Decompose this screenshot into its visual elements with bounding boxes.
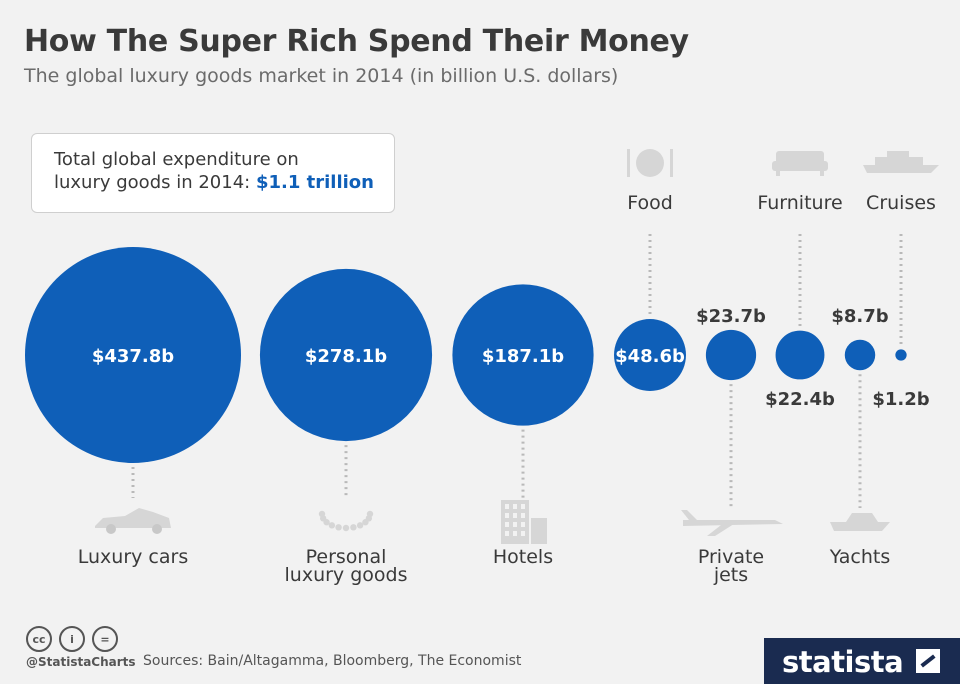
bubble-luxury-cars (25, 247, 241, 463)
hotel-icon (501, 500, 547, 544)
yacht-icon (830, 513, 890, 531)
necklace-icon (318, 510, 374, 532)
license-icons: cc i = (26, 626, 118, 652)
statista-logo[interactable]: statista (764, 638, 960, 684)
twitter-handle: @StatistaCharts (26, 655, 136, 669)
total-text-line1: Total global expenditure on (54, 149, 299, 170)
bubble-furniture (775, 330, 825, 380)
brand-name: statista (782, 645, 904, 679)
chart-title: How The Super Rich Spend Their Money (24, 24, 689, 59)
bubble-personal-luxury-goods (259, 268, 433, 442)
statista-mark-icon (916, 649, 940, 673)
cc-icon: cc (26, 626, 52, 652)
category-label-personal-luxury-goods-line2: luxury goods (285, 564, 408, 586)
category-label-personal-luxury-goods-line1: Personal (306, 546, 387, 568)
category-label-yachts: Yachts (829, 546, 890, 568)
jet-icon (681, 510, 783, 536)
total-amount: $1.1 trillion (255, 172, 374, 193)
total-text-line2: luxury goods in 2014: (54, 172, 256, 193)
category-label-private-jets-line1: Private (698, 546, 764, 568)
chart-subtitle: The global luxury goods market in 2014 (… (24, 65, 619, 87)
category-label-private-jets-line2: jets (713, 564, 748, 586)
total-expenditure-box: Total global expenditure on luxury goods… (31, 133, 395, 213)
bubble-hotels (452, 284, 594, 426)
bubble-yachts (844, 339, 876, 371)
sofa-icon (772, 151, 828, 176)
value-label-personal-luxury-goods: $278.1b (305, 346, 387, 367)
value-label-food: $48.6b (615, 346, 685, 367)
bubble-food (614, 319, 686, 391)
category-label-hotels: Hotels (493, 546, 553, 568)
sources-note: Sources: Bain/Altagamma, Bloomberg, The … (143, 653, 522, 669)
value-label-private-jets: $23.7b (696, 306, 766, 327)
value-label-luxury-cars: $437.8b (92, 346, 174, 367)
nd-icon: = (92, 626, 118, 652)
bubble-cruises (895, 349, 907, 361)
category-label-luxury-cars: Luxury cars (78, 546, 188, 568)
car-icon (95, 508, 171, 534)
category-label-cruises: Cruises (866, 192, 936, 214)
by-icon: i (59, 626, 85, 652)
value-label-furniture: $22.4b (765, 389, 835, 410)
value-label-cruises: $1.2b (872, 389, 929, 410)
value-label-hotels: $187.1b (482, 346, 564, 367)
plate-icon (627, 149, 673, 177)
cruise-ship-icon (863, 151, 939, 173)
category-label-furniture: Furniture (757, 192, 842, 214)
bubble-private-jets (705, 329, 757, 381)
value-label-yachts: $8.7b (831, 306, 888, 327)
category-label-food: Food (627, 192, 673, 214)
